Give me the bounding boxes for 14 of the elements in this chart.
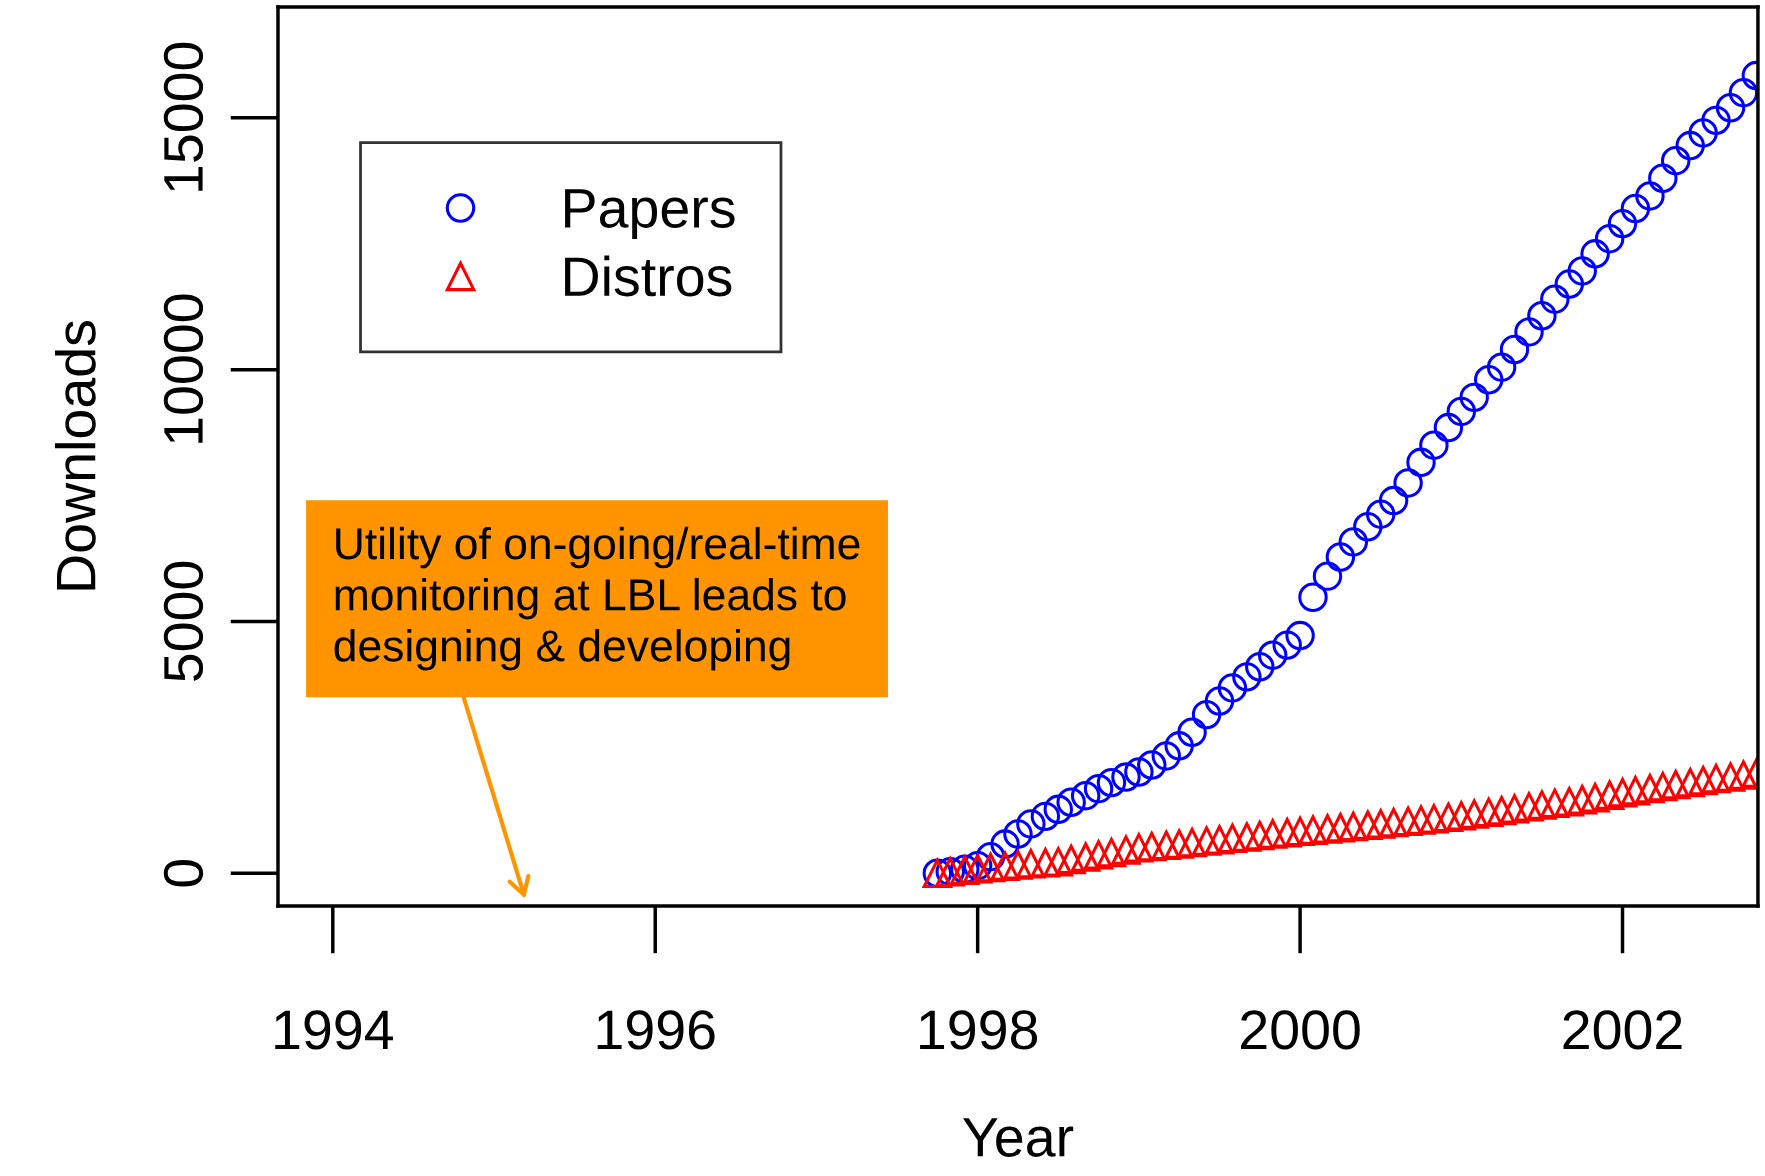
x-tick-label: 1996 bbox=[597, 1010, 715, 1050]
x-tick-label: 2002 bbox=[1563, 1010, 1682, 1050]
y-tick-label: 0 bbox=[163, 859, 204, 887]
x-axis-title: Year bbox=[963, 1118, 1074, 1157]
y-tick-label: 15000 bbox=[163, 42, 204, 191]
legend-label: Distros bbox=[565, 255, 732, 297]
y-tick-label: 5000 bbox=[163, 561, 204, 682]
x-tick-label: 1998 bbox=[920, 1010, 1038, 1050]
y-tick-label: 10000 bbox=[163, 294, 204, 443]
legend-label: Papers bbox=[565, 189, 735, 239]
y-axis-title: Downloads bbox=[54, 321, 96, 590]
x-tick-label: 2000 bbox=[1241, 1010, 1360, 1050]
annotation: Utility of on-going/real-time monitoring at LBL leads to designing & developing bbox=[334, 526, 860, 671]
x-tick-label: 1994 bbox=[275, 1010, 393, 1050]
